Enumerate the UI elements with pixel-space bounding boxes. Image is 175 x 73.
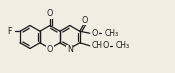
Text: CH₃: CH₃ bbox=[105, 29, 119, 38]
Text: O: O bbox=[103, 41, 109, 50]
Text: O: O bbox=[92, 29, 98, 38]
Text: O: O bbox=[47, 45, 53, 54]
Text: O: O bbox=[47, 9, 53, 18]
Text: O: O bbox=[82, 16, 88, 25]
Text: F: F bbox=[8, 27, 12, 36]
Text: N: N bbox=[67, 45, 73, 54]
Text: CH₃: CH₃ bbox=[116, 41, 130, 50]
Text: CH₂: CH₂ bbox=[92, 41, 106, 50]
